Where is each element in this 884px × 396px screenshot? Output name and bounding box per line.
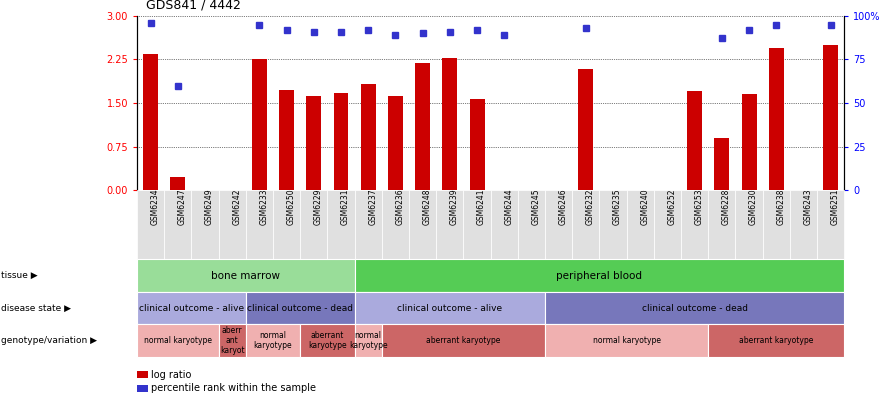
Text: clinical outcome - alive: clinical outcome - alive [139,304,244,312]
Text: GSM6232: GSM6232 [586,188,595,225]
Bar [742,94,757,190]
Text: clinical outcome - alive: clinical outcome - alive [397,304,502,312]
Text: normal
karyotype: normal karyotype [349,331,387,350]
Text: normal karyotype: normal karyotype [592,336,660,345]
Bar [578,69,593,190]
Text: GSM6240: GSM6240 [640,188,649,225]
Text: GSM6238: GSM6238 [776,188,785,225]
Text: GSM6229: GSM6229 [314,188,323,225]
Bar [823,45,838,190]
Bar [415,63,431,190]
Bar [442,58,457,190]
Text: aberrant karyotype: aberrant karyotype [739,336,813,345]
Text: GSM6236: GSM6236 [395,188,404,225]
Text: GSM6231: GSM6231 [341,188,350,225]
Text: aberr
ant
karyot: aberr ant karyot [220,326,245,356]
Text: GSM6250: GSM6250 [286,188,295,225]
Bar [333,93,348,190]
Text: normal karyotype: normal karyotype [144,336,212,345]
Text: GSM6246: GSM6246 [559,188,568,225]
Bar [769,48,784,190]
Text: GSM6249: GSM6249 [205,188,214,225]
Text: aberrant
karyotype: aberrant karyotype [309,331,347,350]
Text: aberrant karyotype: aberrant karyotype [426,336,500,345]
Text: GSM6248: GSM6248 [423,188,431,225]
Text: GSM6230: GSM6230 [749,188,758,225]
Text: GSM6234: GSM6234 [150,188,160,225]
Bar [687,91,702,190]
Text: bone marrow: bone marrow [211,270,280,281]
Text: GSM6239: GSM6239 [450,188,459,225]
Bar [714,138,729,190]
Text: GSM6228: GSM6228 [722,188,731,225]
Text: GSM6252: GSM6252 [667,188,676,225]
Text: disease state ▶: disease state ▶ [1,304,71,312]
Bar [361,84,376,190]
Bar [388,96,403,190]
Bar [279,90,294,190]
Text: percentile rank within the sample: percentile rank within the sample [151,383,316,394]
Bar [469,99,484,190]
Bar [143,53,158,190]
Text: GSM6242: GSM6242 [232,188,241,225]
Text: GDS841 / 4442: GDS841 / 4442 [146,0,240,12]
Text: GSM6241: GSM6241 [477,188,486,225]
Text: clinical outcome - dead: clinical outcome - dead [642,304,748,312]
Text: GSM6251: GSM6251 [831,188,840,225]
Text: GSM6244: GSM6244 [504,188,514,225]
Text: genotype/variation ▶: genotype/variation ▶ [1,336,97,345]
Text: log ratio: log ratio [151,369,192,380]
Text: clinical outcome - dead: clinical outcome - dead [248,304,354,312]
Text: GSM6245: GSM6245 [531,188,540,225]
Text: GSM6253: GSM6253 [695,188,704,225]
Text: normal
karyotype: normal karyotype [254,331,293,350]
Bar [307,96,321,190]
Text: GSM6233: GSM6233 [259,188,269,225]
Bar [171,177,186,190]
Text: GSM6235: GSM6235 [613,188,622,225]
Text: tissue ▶: tissue ▶ [1,271,37,280]
Text: GSM6243: GSM6243 [804,188,812,225]
Text: GSM6247: GSM6247 [178,188,187,225]
Text: GSM6237: GSM6237 [369,188,377,225]
Bar [252,59,267,190]
Text: peripheral blood: peripheral blood [556,270,643,281]
